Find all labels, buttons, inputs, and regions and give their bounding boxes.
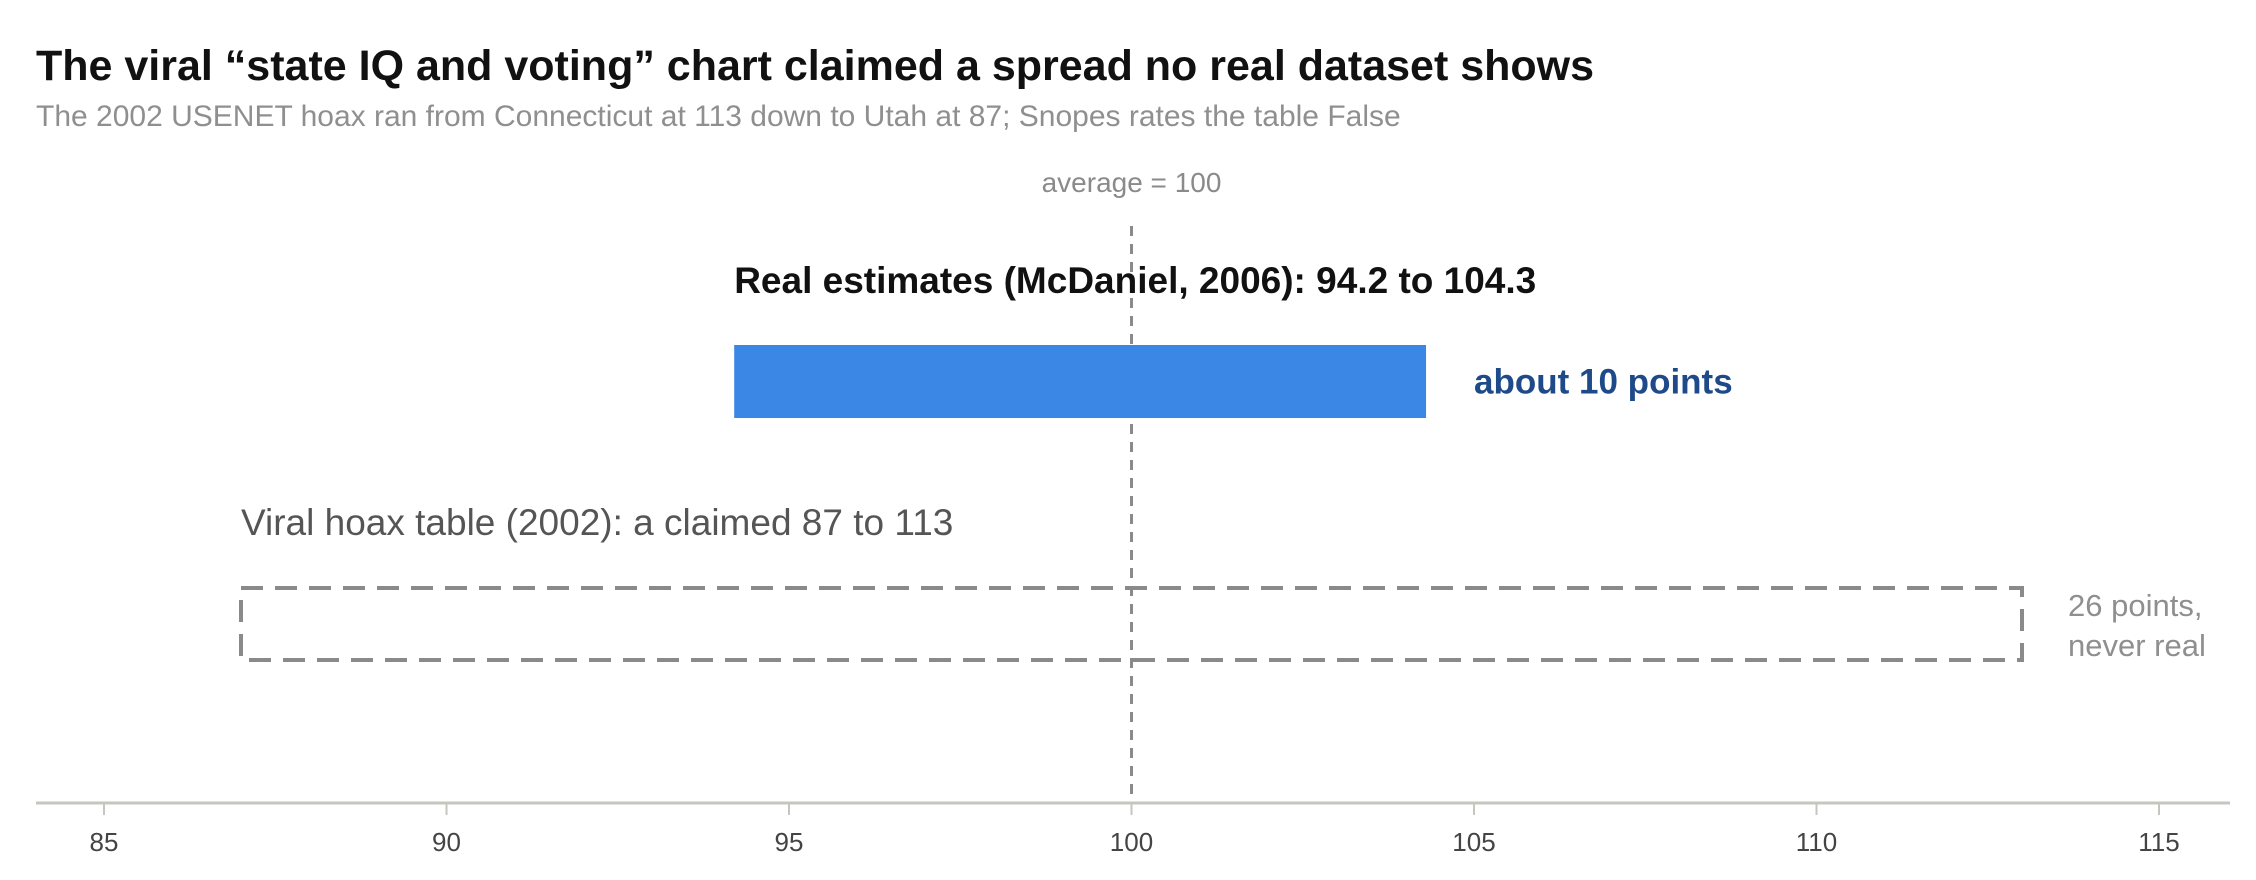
x-tick-label-105: 105 bbox=[1452, 827, 1495, 857]
real-estimates-bar bbox=[734, 345, 1427, 418]
chart-subtitle: The 2002 USENET hoax ran from Connecticu… bbox=[36, 100, 1401, 133]
real-estimates-label: Real estimates (McDaniel, 2006): 94.2 to… bbox=[734, 260, 1536, 301]
chart-title: The viral “state IQ and voting” chart cl… bbox=[36, 42, 1594, 90]
x-tick-label-95: 95 bbox=[775, 827, 804, 857]
hoax-table-label: Viral hoax table (2002): a claimed 87 to… bbox=[241, 502, 953, 543]
hoax-table-bar bbox=[239, 586, 2024, 662]
x-tick-label-85: 85 bbox=[90, 827, 119, 857]
x-axis-ticks: 85 90 95 100 105 110 115 bbox=[90, 803, 2180, 857]
real-estimates-note: about 10 points bbox=[1474, 363, 1733, 402]
average-reference-label: average = 100 bbox=[1042, 167, 1222, 198]
hoax-table-note: 26 points, never real bbox=[2068, 588, 2211, 663]
x-tick-label-115: 115 bbox=[2138, 827, 2179, 857]
x-tick-label-100: 100 bbox=[1110, 827, 1153, 857]
x-tick-label-90: 90 bbox=[432, 827, 461, 857]
hoax-table-note-line-1: 26 points, bbox=[2068, 588, 2202, 623]
x-tick-label-110: 110 bbox=[1796, 827, 1837, 857]
hoax-table-note-line-2: never real bbox=[2068, 628, 2206, 663]
